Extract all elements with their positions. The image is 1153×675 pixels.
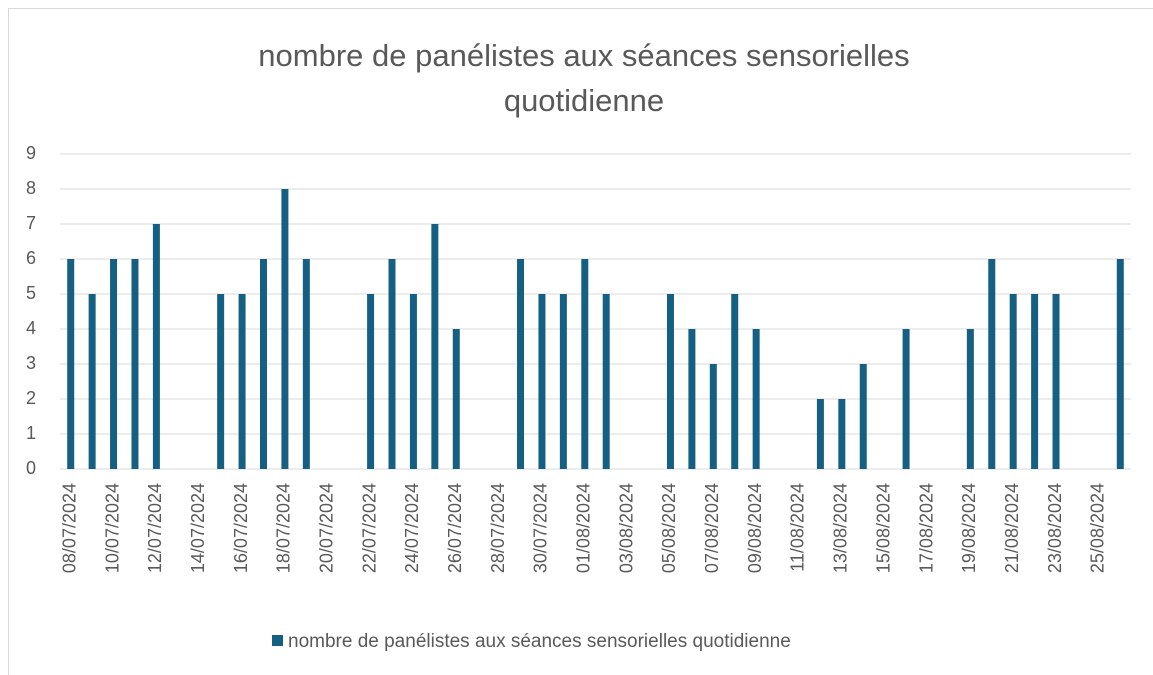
x-tick-label: 15/08/2024	[873, 483, 893, 573]
x-tick-label: 17/08/2024	[916, 483, 936, 573]
bar	[1031, 294, 1039, 469]
bar	[131, 259, 139, 469]
x-tick-label: 18/07/2024	[274, 483, 294, 573]
x-tick-label: 09/08/2024	[745, 483, 765, 573]
x-tick-label: 05/08/2024	[659, 483, 679, 573]
bar	[409, 294, 417, 469]
bar	[859, 364, 867, 469]
bar	[367, 294, 375, 469]
y-tick-label: 3	[26, 353, 36, 373]
x-tick-label: 16/07/2024	[231, 483, 251, 573]
x-tick-label: 07/08/2024	[702, 483, 722, 573]
bar	[816, 399, 824, 469]
bar	[988, 259, 996, 469]
y-tick-label: 2	[26, 388, 36, 408]
chart-border	[8, 8, 1153, 675]
x-tick-label: 14/07/2024	[188, 483, 208, 573]
x-tick-label: 03/08/2024	[616, 483, 636, 573]
bar	[67, 259, 75, 469]
x-tick-label: 10/07/2024	[102, 483, 122, 573]
bar	[838, 399, 846, 469]
bar	[602, 294, 610, 469]
bar	[688, 329, 696, 469]
x-tick-label: 13/08/2024	[831, 483, 851, 573]
y-tick-label: 1	[26, 423, 36, 443]
y-tick-label: 7	[26, 213, 36, 233]
bar	[666, 294, 674, 469]
bar	[731, 294, 739, 469]
x-tick-label: 28/07/2024	[488, 483, 508, 573]
bar	[752, 329, 760, 469]
x-tick-label: 12/07/2024	[145, 483, 165, 573]
x-tick-label: 23/08/2024	[1045, 483, 1065, 573]
y-tick-label: 0	[26, 458, 36, 478]
bar	[217, 294, 225, 469]
x-tick-label: 20/07/2024	[317, 483, 337, 573]
y-tick-label: 5	[26, 283, 36, 303]
y-tick-label: 4	[26, 318, 36, 338]
bar	[302, 259, 310, 469]
y-tick-label: 8	[26, 178, 36, 198]
bar	[431, 224, 439, 469]
bar	[1052, 294, 1060, 469]
bar	[238, 294, 246, 469]
x-tick-label: 08/07/2024	[59, 483, 79, 573]
x-tick-label: 24/07/2024	[402, 483, 422, 573]
bar	[966, 329, 974, 469]
bar	[452, 329, 460, 469]
y-tick-label: 6	[26, 248, 36, 268]
bar	[581, 259, 589, 469]
chart-title: quotidienne	[504, 83, 664, 118]
x-tick-label: 19/08/2024	[959, 483, 979, 573]
x-tick-label: 01/08/2024	[574, 483, 594, 573]
x-tick-label: 26/07/2024	[445, 483, 465, 573]
bar	[538, 294, 546, 469]
bar	[709, 364, 717, 469]
x-tick-label: 11/08/2024	[788, 483, 808, 572]
bar	[1116, 259, 1124, 469]
bar	[902, 329, 910, 469]
bar	[152, 224, 160, 469]
bar	[281, 189, 289, 469]
x-tick-label: 30/07/2024	[531, 483, 551, 573]
bar	[110, 259, 118, 469]
bar	[559, 294, 567, 469]
x-tick-label: 21/08/2024	[1002, 483, 1022, 573]
bar	[388, 259, 396, 469]
x-tick-label: 22/07/2024	[359, 483, 379, 573]
bar	[1009, 294, 1017, 469]
bar	[259, 259, 267, 469]
y-tick-label: 9	[26, 143, 36, 163]
bar	[517, 259, 525, 469]
legend-swatch	[272, 635, 283, 646]
bar	[88, 294, 96, 469]
chart-title: nombre de panélistes aux séances sensori…	[258, 38, 909, 73]
x-tick-label: 25/08/2024	[1088, 483, 1108, 573]
legend-label: nombre de panélistes aux séances sensori…	[288, 631, 791, 652]
